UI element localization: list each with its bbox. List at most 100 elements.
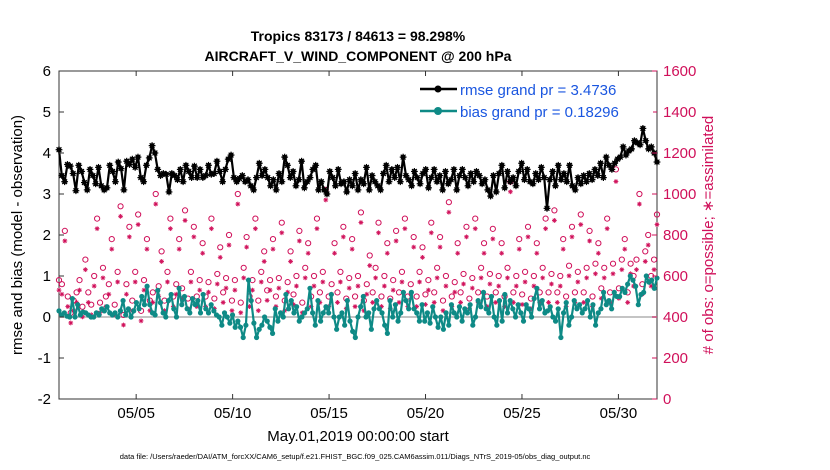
bias-point bbox=[195, 298, 201, 304]
bias-point bbox=[320, 310, 326, 316]
legend: rmse grand pr = 3.4736 bias grand pr = 0… bbox=[415, 76, 653, 121]
obs-assimilated-point bbox=[255, 308, 261, 314]
bias-point bbox=[520, 318, 527, 324]
obs-possible-point bbox=[548, 270, 555, 278]
bias-point bbox=[312, 322, 318, 328]
obs-possible-point bbox=[401, 215, 409, 222]
bias-point bbox=[464, 310, 471, 316]
legend-bias-label: bias grand pr = 0.18296 bbox=[460, 104, 619, 121]
rmse-point bbox=[506, 178, 514, 186]
obs-possible-point bbox=[346, 274, 353, 282]
bias-point bbox=[563, 300, 569, 306]
obs-possible-point bbox=[565, 262, 573, 269]
obs-assimilated-point bbox=[587, 238, 592, 244]
bias-point bbox=[502, 291, 508, 298]
obs-possible-point bbox=[331, 240, 338, 247]
bias-point bbox=[494, 322, 500, 328]
bias-point bbox=[171, 306, 177, 312]
obs-possible-point bbox=[530, 272, 537, 280]
rmse-point bbox=[611, 159, 619, 167]
x-tick-label: 05/25 bbox=[503, 405, 541, 422]
bias-point bbox=[67, 314, 73, 320]
rmse-point bbox=[162, 170, 170, 178]
rmse-point bbox=[360, 180, 368, 188]
y-right-tick-label: 1400 bbox=[663, 104, 696, 121]
bias-point bbox=[526, 306, 532, 312]
obs-possible-point bbox=[645, 231, 652, 239]
rmse-point bbox=[230, 174, 238, 181]
obs-assimilated-point bbox=[182, 218, 188, 223]
bias-point bbox=[531, 295, 537, 302]
obs-assimilated-point bbox=[508, 189, 513, 195]
obs-assimilated-point bbox=[367, 263, 373, 268]
rmse-point bbox=[312, 161, 320, 169]
obs-assimilated-point bbox=[557, 283, 563, 289]
obs-assimilated-point bbox=[543, 226, 549, 232]
rmse-point bbox=[504, 168, 511, 175]
obs-assimilated-point bbox=[320, 279, 326, 285]
rmse-point bbox=[622, 151, 630, 159]
obs-possible-point bbox=[94, 215, 101, 222]
bias-point bbox=[400, 289, 406, 295]
obs-assimilated-point bbox=[323, 197, 329, 203]
bias-point bbox=[144, 283, 150, 289]
obs-assimilated-point bbox=[554, 300, 560, 305]
rmse-point bbox=[89, 172, 97, 179]
rmse-point bbox=[481, 176, 489, 184]
bias-point bbox=[406, 306, 412, 312]
rmse-point bbox=[109, 168, 116, 175]
obs-assimilated-point bbox=[159, 259, 164, 264]
obs-assimilated-point bbox=[534, 250, 540, 256]
rmse-point bbox=[540, 174, 548, 181]
obs-possible-point bbox=[208, 215, 215, 222]
obs-assimilated-point bbox=[188, 279, 194, 285]
bias-point bbox=[424, 310, 431, 316]
bias-point bbox=[576, 302, 583, 308]
obs-possible-point bbox=[266, 277, 274, 284]
rmse-point bbox=[112, 178, 119, 186]
rmse-point bbox=[165, 188, 173, 196]
obs-assimilated-point bbox=[452, 289, 458, 295]
obs-assimilated-point bbox=[238, 310, 244, 316]
rmse-point bbox=[461, 174, 469, 181]
obs-possible-point bbox=[398, 268, 406, 275]
bias-point bbox=[568, 314, 575, 320]
obs-assimilated-point bbox=[332, 250, 337, 256]
bias-point bbox=[601, 289, 607, 295]
obs-possible-point bbox=[231, 277, 238, 284]
rmse-point bbox=[78, 168, 85, 175]
obs-assimilated-point bbox=[82, 267, 88, 273]
legend-bias-marker bbox=[434, 107, 442, 115]
obs-assimilated-point bbox=[232, 287, 238, 293]
obs-assimilated-point bbox=[651, 267, 657, 273]
bias-point bbox=[507, 298, 513, 304]
bias-point bbox=[475, 298, 481, 304]
bias-point bbox=[221, 310, 228, 316]
obs-possible-point bbox=[187, 268, 195, 275]
bias-point bbox=[456, 304, 463, 310]
obs-possible-point bbox=[480, 240, 488, 247]
obs-assimilated-point bbox=[229, 308, 235, 314]
bias-point bbox=[403, 298, 409, 304]
rmse-point bbox=[498, 161, 506, 169]
rmse-point bbox=[219, 178, 227, 186]
bias-point bbox=[392, 302, 398, 308]
y-right-tick-label: 1200 bbox=[663, 145, 696, 162]
obs-possible-point bbox=[217, 244, 224, 251]
obs-assimilated-point bbox=[311, 283, 317, 289]
bias-point bbox=[539, 298, 545, 304]
rmse-point bbox=[425, 184, 432, 192]
bias-point bbox=[179, 302, 185, 308]
rmse-point bbox=[512, 182, 520, 190]
obs-assimilated-point bbox=[279, 230, 285, 236]
bias-point bbox=[208, 302, 214, 308]
rmse-point bbox=[453, 186, 461, 194]
rmse-point bbox=[58, 172, 66, 179]
obs-possible-point bbox=[372, 264, 379, 271]
bias-point bbox=[454, 314, 460, 320]
obs-assimilated-point bbox=[346, 285, 352, 291]
rmse-point bbox=[284, 161, 291, 169]
obs-assimilated-point bbox=[91, 283, 97, 289]
plot-area bbox=[58, 70, 658, 400]
rmse-point bbox=[509, 174, 517, 181]
